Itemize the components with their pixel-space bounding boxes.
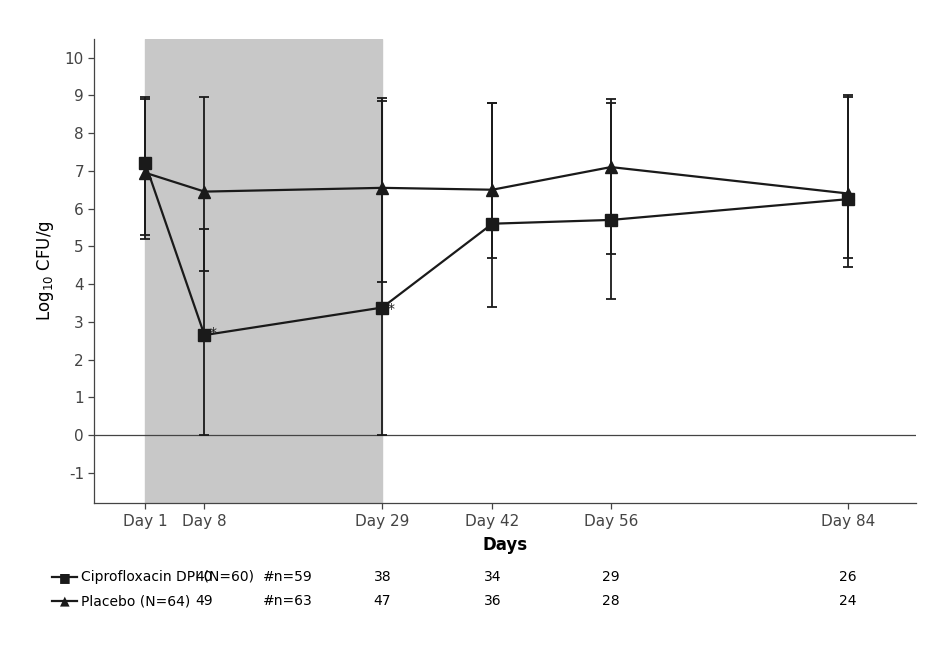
Text: Days: Days — [482, 536, 528, 554]
Text: 24: 24 — [839, 594, 857, 608]
Text: 40: 40 — [195, 570, 213, 584]
Text: 47: 47 — [374, 594, 391, 608]
Y-axis label: Log$_{10}$ CFU/g: Log$_{10}$ CFU/g — [35, 221, 57, 321]
Text: 36: 36 — [483, 594, 501, 608]
Text: 28: 28 — [602, 594, 619, 608]
Text: ▲: ▲ — [59, 595, 70, 608]
Text: #n=63: #n=63 — [263, 594, 312, 608]
Text: 38: 38 — [374, 570, 391, 584]
Text: ■: ■ — [59, 571, 71, 584]
Bar — [145, 39, 382, 503]
Text: 49: 49 — [195, 594, 213, 608]
Text: 34: 34 — [483, 570, 501, 584]
Text: 29: 29 — [602, 570, 619, 584]
Text: Ciprofloxacin DPI (N=60): Ciprofloxacin DPI (N=60) — [81, 570, 254, 584]
Text: Placebo (N=64): Placebo (N=64) — [81, 594, 191, 608]
Text: *: * — [387, 303, 395, 317]
Text: #n=59: #n=59 — [263, 570, 312, 584]
Text: *: * — [210, 326, 216, 340]
Text: 26: 26 — [839, 570, 857, 584]
